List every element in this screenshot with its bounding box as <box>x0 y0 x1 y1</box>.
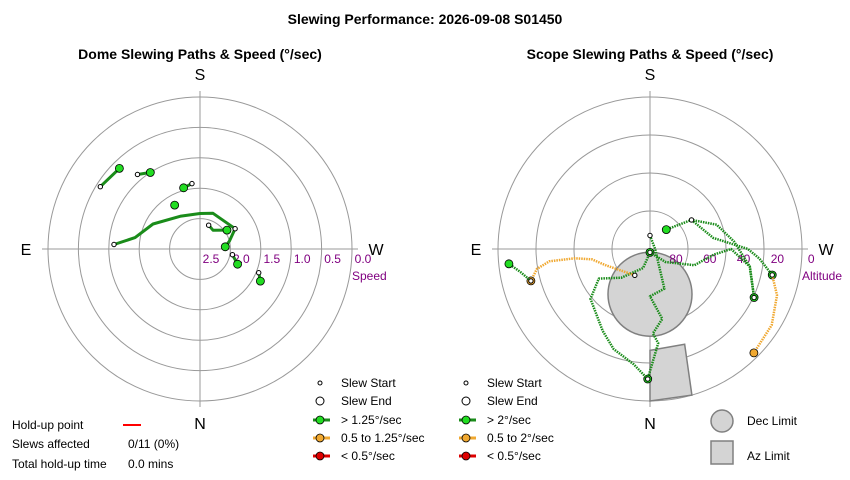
az-limit-swatch <box>710 440 734 465</box>
slew-start-marker <box>751 294 757 301</box>
slews-affected-label: Slews affected <box>12 437 90 451</box>
slew-start-marker <box>97 184 104 190</box>
slew-end-marker <box>749 348 759 358</box>
slew-end-marker <box>179 183 189 193</box>
dome-polar-chart: Dome Slewing Paths & Speed (°/sec) S E W… <box>21 46 387 433</box>
slew-path <box>646 235 666 380</box>
tick-label: 0.5 <box>324 252 341 266</box>
slew-start-marker <box>647 249 653 256</box>
scope-legend-mid: 0.5 to 2°/sec <box>487 431 554 445</box>
slew-end-marker <box>220 242 230 252</box>
slew-end-marker <box>504 259 514 269</box>
dome-compass-east: E <box>21 242 32 259</box>
dec-limit-label: Dec Limit <box>747 414 798 428</box>
holdup-point-label: Hold-up point <box>12 418 84 432</box>
slew-path <box>508 262 532 282</box>
dome-axis-label: Speed <box>352 269 387 283</box>
slew-start-marker <box>232 226 238 232</box>
az-limit-label: Az Limit <box>747 449 790 463</box>
dome-compass-south: S <box>195 67 206 84</box>
slew-end-marker <box>145 168 155 177</box>
scope-legend-slow: < 0.5°/sec <box>487 449 541 463</box>
dome-legend-slow: < 0.5°/sec <box>341 449 395 463</box>
scope-compass-east: E <box>471 242 482 259</box>
dome-legend-fast: > 1.25°/sec <box>341 413 402 427</box>
holdup-summary: Hold-up point Slews affected 0/11 (0%) T… <box>12 418 179 471</box>
scope-legend: Slew Start Slew End > 2°/sec 0.5 to 2°/s… <box>459 376 554 463</box>
scope-axis-label: Altitude <box>802 269 842 283</box>
tick-label: 1.0 <box>294 252 311 266</box>
slew-end-marker <box>255 276 265 286</box>
slew-start-marker <box>528 278 534 284</box>
scope-chart-title: Scope Slewing Paths & Speed (°/sec) <box>527 46 774 62</box>
dome-slew-paths <box>97 163 265 286</box>
slew-start-marker <box>134 171 141 178</box>
tick-label: 20 <box>771 252 785 266</box>
slew-start-marker <box>647 232 653 239</box>
scope-legend-slew-end-marker <box>461 396 471 406</box>
legend-fast-marker <box>315 415 325 425</box>
dome-compass-west: W <box>368 242 384 259</box>
slew-path <box>752 274 779 354</box>
figure-title: Slewing Performance: 2026-09-08 S01450 <box>288 11 563 27</box>
limits-legend: Dec Limit Az Limit <box>710 409 798 465</box>
tick-label: 0.0 <box>355 252 372 266</box>
slew-start-marker <box>256 270 262 276</box>
scope-compass-west: W <box>818 242 834 259</box>
tick-label: 2.5 <box>203 252 220 266</box>
slew-path <box>99 167 121 188</box>
scope-compass-north: N <box>644 416 656 433</box>
dome-compass-north: N <box>194 416 206 433</box>
slew-path <box>529 257 636 282</box>
slew-start-marker <box>111 241 117 248</box>
dome-legend: Slew Start Slew End > 1.25°/sec 0.5 to 1… <box>313 376 425 463</box>
slew-path <box>690 218 774 276</box>
scope-legend-fast: > 2°/sec <box>487 413 531 427</box>
dome-grid <box>42 91 358 407</box>
slew-end-marker <box>233 259 242 269</box>
legend-slew-start-marker <box>317 380 323 386</box>
dec-limit-swatch <box>710 409 734 433</box>
scope-legend-slew-start-marker <box>463 380 469 386</box>
slew-path <box>113 211 236 246</box>
slew-end-marker <box>114 163 124 173</box>
slew-path <box>589 251 652 380</box>
tick-label: 0 <box>808 252 815 266</box>
dome-tick-labels: 2.5 2.0 1.5 1.0 0.5 0.0 <box>203 252 372 266</box>
dome-legend-start: Slew Start <box>341 376 396 390</box>
slew-start-marker <box>688 217 695 223</box>
slew-end-marker <box>661 225 671 234</box>
legend-slew-end-marker <box>315 396 325 406</box>
scope-polar-chart: Scope Slewing Paths & Speed (°/sec) S E … <box>471 46 843 433</box>
scope-legend-end: Slew End <box>487 394 538 408</box>
scope-legend-fast-marker <box>461 415 471 425</box>
scope-legend-slow-marker <box>461 451 471 461</box>
scope-slew-paths <box>504 217 779 384</box>
slew-start-marker <box>632 272 638 279</box>
scope-legend-start: Slew Start <box>487 376 542 390</box>
scope-compass-south: S <box>645 67 656 84</box>
slew-start-marker <box>229 252 236 258</box>
slews-affected-value: 0/11 (0%) <box>128 437 179 451</box>
slew-start-marker <box>769 272 775 278</box>
holdup-time-label: Total hold-up time <box>12 457 107 471</box>
slew-start-marker <box>205 222 212 228</box>
holdup-time-value: 0.0 mins <box>128 457 173 471</box>
slew-path <box>665 218 756 298</box>
legend-slow-marker <box>315 451 325 461</box>
slew-end-marker <box>170 200 180 210</box>
slew-start-marker <box>189 180 195 187</box>
dome-legend-mid: 0.5 to 1.25°/sec <box>341 431 425 445</box>
slew-end-marker <box>222 225 232 235</box>
az-limit-region <box>649 343 693 402</box>
slew-start-marker <box>645 376 651 382</box>
legend-mid-marker <box>315 433 325 443</box>
tick-label: 1.5 <box>263 252 280 266</box>
dome-legend-end: Slew End <box>341 394 392 408</box>
dome-chart-title: Dome Slewing Paths & Speed (°/sec) <box>78 46 322 62</box>
scope-legend-mid-marker <box>461 433 471 443</box>
